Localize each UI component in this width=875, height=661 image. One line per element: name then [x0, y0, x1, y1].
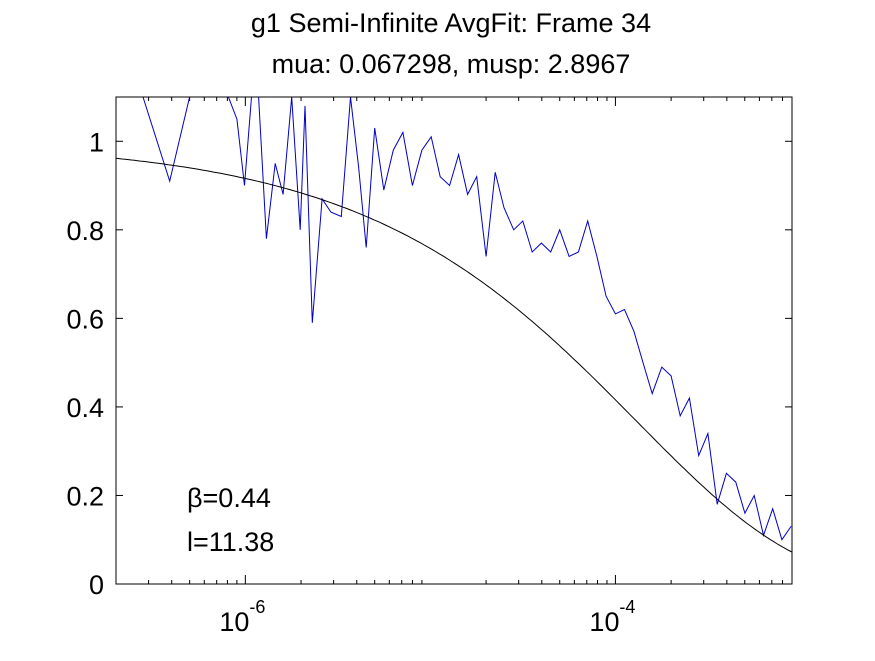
x-tick-label-base: 10	[219, 607, 249, 637]
x-tick-label-exponent: -6	[249, 597, 265, 617]
y-tick-label: 0.4	[66, 393, 104, 423]
x-tick-label-base: 10	[589, 607, 619, 637]
y-tick-label: 0.2	[66, 481, 104, 511]
y-tick-label: 0.6	[66, 304, 104, 334]
y-tick-label: 0.8	[66, 216, 104, 246]
data-series-line	[142, 97, 792, 541]
annotation-beta: β=0.44	[187, 483, 271, 513]
y-tick-label: 0	[89, 570, 104, 600]
axes-frame	[115, 96, 793, 585]
x-tick-label-exponent: -4	[619, 597, 635, 617]
x-tick-label: 10 -6	[219, 597, 265, 637]
plot-area	[116, 97, 792, 553]
y-tick-label: 1	[89, 127, 104, 157]
annotation-l: l=11.38	[187, 527, 274, 557]
chart-subtitle: mua: 0.067298, musp: 2.8967	[272, 49, 631, 79]
x-tick-label: 10 -4	[589, 597, 635, 637]
chart-title: g1 Semi-Infinite AvgFit: Frame 34	[251, 8, 651, 38]
fit-series-line	[116, 157, 792, 553]
